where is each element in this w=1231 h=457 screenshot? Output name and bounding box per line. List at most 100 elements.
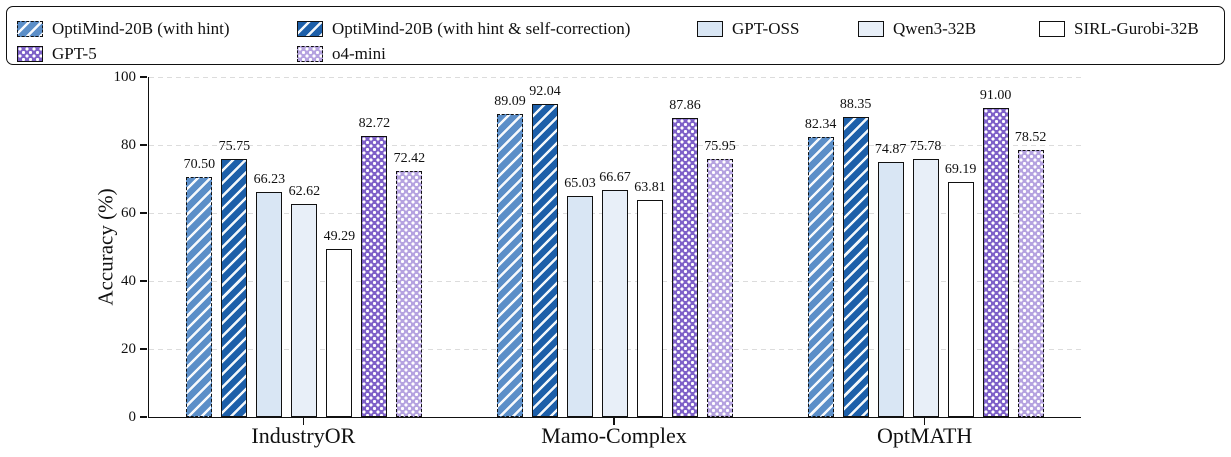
y-tick-label: 20 — [121, 340, 136, 357]
bar-sirl-gurobi-32b — [637, 200, 663, 417]
bar-wrap: 63.81 — [634, 181, 666, 417]
bar-group-industryor: 70.50 75.75 66.23 62.62 49.29 82.72 72.42 — [183, 116, 425, 417]
legend-swatch-icon — [17, 46, 43, 62]
bar-wrap: 89.09 — [494, 95, 526, 417]
chart-legend: OptiMind-20B (with hint) OptiMind-20B (wi… — [6, 6, 1225, 65]
bar-qwen3-32b — [602, 190, 628, 417]
y-tick-label: 0 — [128, 408, 137, 425]
bar-gpt-5 — [982, 107, 1009, 417]
bar-wrap: 74.87 — [875, 143, 906, 417]
y-tick-label: 80 — [121, 136, 136, 153]
bar-value-label: 88.35 — [839, 96, 872, 112]
bar-value-label: 66.67 — [599, 170, 631, 186]
legend-item-optimind-20b-with-hint-: OptiMind-20B (with hint) — [17, 19, 230, 39]
bar-gpt-5 — [672, 118, 698, 417]
category-label-optmath: OptMATH — [876, 423, 973, 448]
legend-swatch-icon — [1039, 21, 1065, 37]
bar-value-label: 75.95 — [704, 138, 736, 154]
legend-item-qwen3-32b: Qwen3-32B — [858, 19, 976, 39]
bar-optimind-20b-with-hint-self-correction- — [842, 116, 869, 417]
bar-gpt-oss — [877, 162, 904, 417]
x-tick-mark — [923, 418, 926, 425]
bar-value-label: 70.50 — [183, 157, 216, 173]
bar-value-label: 75.75 — [218, 139, 251, 155]
bar-wrap: 66.23 — [254, 172, 285, 417]
y-tick-label: 100 — [113, 68, 137, 85]
y-tick-label: 40 — [121, 272, 136, 289]
y-tick-mark — [140, 76, 147, 78]
bar-sirl-gurobi-32b — [947, 181, 974, 417]
bar-wrap: 92.04 — [529, 85, 561, 417]
bar-wrap: 91.00 — [980, 88, 1011, 417]
legend-swatch-icon — [17, 21, 43, 37]
bar-wrap: 75.75 — [219, 140, 250, 417]
bar-value-label: 89.09 — [494, 94, 526, 110]
bar-gpt-oss — [567, 195, 593, 417]
bar-wrap: 66.67 — [599, 171, 631, 417]
bar-gpt-oss — [256, 191, 283, 417]
bar-value-label: 72.42 — [393, 150, 426, 166]
gridline-y-80 — [149, 145, 1081, 146]
legend-label: OptiMind-20B (with hint & self-correctio… — [332, 19, 631, 38]
bar-optimind-20b-with-hint- — [807, 137, 834, 417]
bar-value-label: 92.04 — [529, 84, 561, 100]
bar-wrap: 75.78 — [910, 140, 941, 417]
category-label-industryor: IndustryOR — [251, 423, 356, 448]
bar-wrap: 82.72 — [359, 116, 390, 417]
bar-wrap: 78.52 — [1015, 131, 1046, 417]
bar-optimind-20b-with-hint- — [497, 114, 523, 417]
x-tick-mark — [613, 418, 615, 425]
bar-wrap: 87.86 — [669, 99, 701, 417]
bar-value-label: 74.87 — [874, 142, 907, 158]
bar-value-label: 78.52 — [1014, 130, 1047, 146]
y-tick-mark — [140, 416, 147, 418]
legend-label: OptiMind-20B (with hint) — [52, 19, 230, 38]
legend-label: GPT-5 — [52, 44, 97, 63]
legend-label: GPT-OSS — [732, 19, 800, 38]
y-tick-label: 60 — [121, 204, 136, 221]
legend-label: SIRL-Gurobi-32B — [1074, 19, 1199, 38]
bar-wrap: 72.42 — [394, 151, 425, 417]
bar-value-label: 87.86 — [669, 98, 701, 114]
legend-label: Qwen3-32B — [893, 19, 977, 38]
bar-value-label: 62.62 — [288, 184, 321, 200]
bar-wrap: 62.62 — [289, 185, 320, 417]
bar-o4-mini — [1017, 150, 1044, 417]
plot-area: 70.50 75.75 66.23 62.62 49.29 82.72 72.42 89.09… — [148, 77, 1081, 418]
bar-wrap: 88.35 — [840, 97, 871, 417]
bar-group-mamo-complex: 89.09 92.04 65.03 66.67 63.81 87.86 75.95 — [494, 85, 736, 417]
legend-swatch-icon — [697, 21, 723, 37]
bar-wrap: 49.29 — [324, 230, 355, 417]
bar-qwen3-32b — [291, 204, 318, 417]
bar-value-label: 66.23 — [253, 171, 286, 187]
legend-label: o4-mini — [332, 44, 386, 63]
bar-value-label: 69.19 — [944, 161, 977, 177]
bar-qwen3-32b — [912, 159, 939, 417]
y-tick-mark — [140, 348, 147, 350]
legend-item-o4-mini: o4-mini — [297, 44, 386, 64]
y-tick-mark — [140, 144, 147, 146]
bar-value-label: 82.72 — [358, 115, 391, 131]
y-tick-mark — [140, 212, 147, 214]
bar-o4-mini — [707, 158, 733, 417]
gridline-y-100 — [149, 77, 1081, 78]
bar-wrap: 69.19 — [945, 162, 976, 417]
bar-value-label: 49.29 — [323, 229, 356, 245]
legend-swatch-icon — [297, 46, 323, 62]
bar-wrap: 65.03 — [564, 176, 596, 417]
legend-swatch-icon — [297, 21, 323, 37]
legend-item-gpt-5: GPT-5 — [17, 44, 97, 64]
x-tick-mark — [302, 418, 305, 425]
bar-value-label: 65.03 — [564, 175, 596, 191]
legend-item-sirl-gurobi-32b: SIRL-Gurobi-32B — [1039, 19, 1199, 39]
bar-sirl-gurobi-32b — [326, 249, 353, 417]
legend-swatch-icon — [858, 21, 884, 37]
bar-value-label: 91.00 — [979, 87, 1012, 103]
category-label-mamo-complex: Mamo-Complex — [541, 423, 687, 448]
bar-value-label: 63.81 — [634, 180, 666, 196]
bar-group-optmath: 82.34 88.35 74.87 75.78 69.19 91.00 78.52 — [805, 88, 1046, 417]
bar-wrap: 82.34 — [805, 118, 836, 417]
legend-item-optimind-20b-with-hint-self-correction-: OptiMind-20B (with hint & self-correctio… — [297, 19, 630, 39]
legend-item-gpt-oss: GPT-OSS — [697, 19, 799, 39]
